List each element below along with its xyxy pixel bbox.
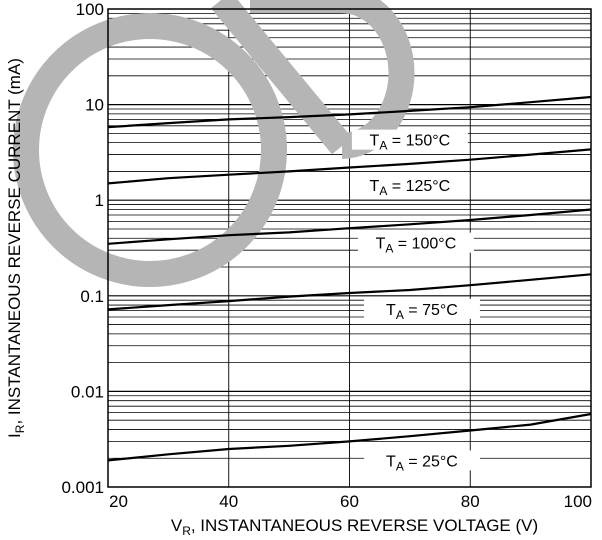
curve-label-bg-4 [363,450,480,471]
curve-label-3: TA = 75°C [386,302,458,322]
y-axis-title-rest: , INSTANTANEOUS REVERSE CURRENT (mA) [5,58,24,424]
x-tick-label: 100 [564,492,592,511]
curve-label-bg-2 [357,232,474,253]
series-line-2 [107,208,592,245]
y-tick-label: 100 [76,0,104,19]
y-tick-label: 10 [85,96,104,115]
curve-label-bg-0 [351,129,468,150]
watermark-logo [13,0,415,287]
curve-label-bg-3 [363,298,480,319]
curve-label-4: TA = 25°C [386,453,458,473]
y-tick-label: 0.01 [71,382,104,401]
x-axis-title-main: V [171,516,183,535]
y-tick-label: 1 [95,191,104,210]
y-tick-label: 0.001 [61,478,104,497]
y-tick-labels: 100 10 1 0.1 0.01 0.001 [61,0,104,497]
x-tick-label: 20 [109,492,128,511]
x-axis-title-sub: R [182,524,191,538]
y-tick-label: 0.1 [80,287,104,306]
x-tick-label: 60 [340,492,359,511]
series-line-3 [107,273,592,311]
curve-labels: TA = 150°C TA = 125°C TA = 100°C TA = 75°C T… [351,129,480,473]
grid [108,9,591,487]
y-axis-title-main: I [5,433,24,438]
curve-label-1: TA = 125°C [370,178,451,198]
curve-label-2: TA = 100°C [376,236,457,256]
x-tick-labels: 20 40 60 80 100 [109,492,592,511]
series [107,95,592,462]
x-axis-title-rest: , INSTANTANEOUS REVERSE VOLTAGE (V) [191,516,538,535]
x-tick-label: 80 [461,492,480,511]
x-tick-label: 40 [219,492,238,511]
y-axis-title: IR, INSTANTANEOUS REVERSE CURRENT (mA) [5,58,27,438]
series-line-4 [107,412,592,462]
x-axis-title: VR, INSTANTANEOUS REVERSE VOLTAGE (V) [171,516,538,538]
curve-label-bg-1 [351,174,468,195]
y-axis-title-sub: R [13,424,27,433]
series-line-1 [107,148,592,185]
series-line-0 [107,95,592,129]
curve-label-0: TA = 150°C [370,133,451,153]
plot-frame [107,8,592,488]
